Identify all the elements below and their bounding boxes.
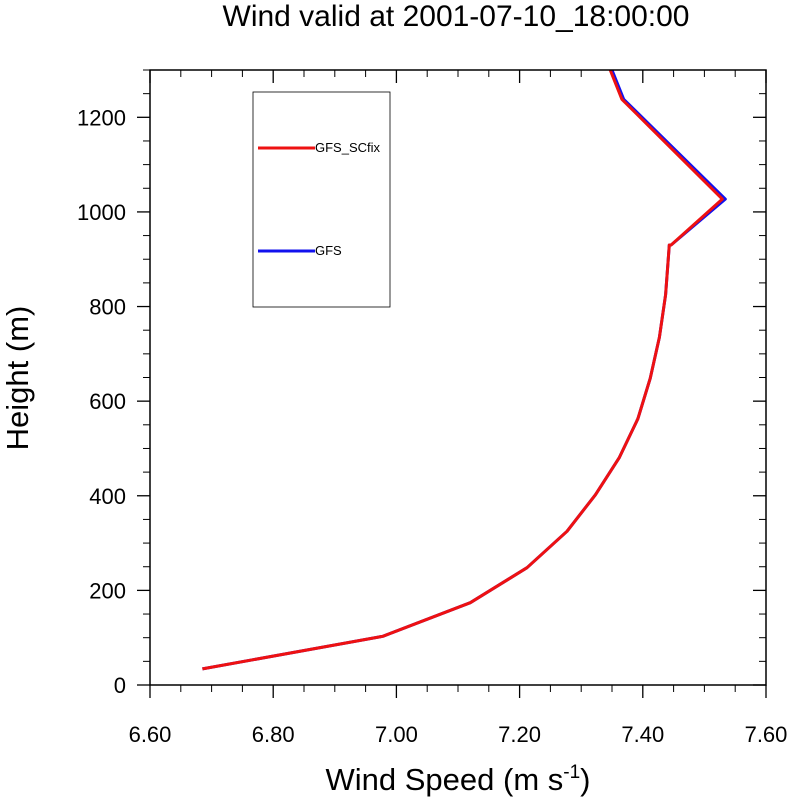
series-layer (202, 69, 727, 671)
y-tick-label: 1200 (77, 105, 126, 130)
x-tick-label: 7.60 (745, 722, 788, 747)
legend: GFS_SCfix GFS (252, 91, 391, 308)
series-line-gfs-scfix (202, 69, 724, 671)
y-tick-label: 0 (114, 673, 126, 698)
x-tick-label: 7.00 (375, 722, 418, 747)
y-tick-label: 400 (89, 484, 126, 509)
legend-box (252, 91, 391, 308)
y-tick-label: 200 (89, 578, 126, 603)
x-tick-label: 6.80 (252, 722, 295, 747)
y-tick-label: 600 (89, 389, 126, 414)
legend-label: GFS (315, 243, 342, 258)
y-tick-label: 1000 (77, 200, 126, 225)
chart-title: Wind valid at 2001-07-10_18:00:00 (223, 0, 690, 33)
x-tick-label: 7.20 (498, 722, 541, 747)
x-axis-label: Wind Speed (m s-1) (326, 762, 591, 797)
plot-frame (149, 69, 767, 686)
x-tick-label: 7.40 (621, 722, 664, 747)
ticks-layer: 6.60 6.80 7.00 7.20 7.40 7.60 0 200 400 600 800 100… (77, 69, 788, 747)
legend-label: GFS_SCfix (315, 140, 381, 155)
x-axis-label-close: ) (580, 762, 590, 797)
x-axis-label-main: Wind Speed (m s (326, 762, 564, 797)
x-tick-label: 6.60 (129, 722, 172, 747)
y-tick-label: 800 (89, 295, 126, 320)
y-axis-label: Height (m) (0, 306, 35, 451)
x-axis-label-sup: -1 (563, 762, 580, 783)
